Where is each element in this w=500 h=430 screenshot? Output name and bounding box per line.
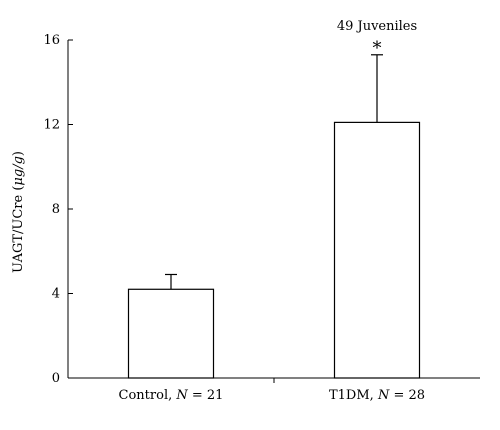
- svg-text:UAGT/UCre (μg/g): UAGT/UCre (μg/g): [11, 151, 26, 273]
- labels: Control, N = 21 T1DM, N = 28 * 49 Juveniles: [119, 19, 425, 403]
- y-tick-label: 12: [43, 118, 60, 133]
- y-tick-label: 8: [52, 202, 60, 217]
- y-tick-label: 0: [52, 371, 60, 386]
- y-tick-label: 16: [43, 33, 60, 48]
- bar: [333, 121, 421, 379]
- group-annotation: 49 Juveniles: [337, 19, 417, 34]
- significance-marker: *: [373, 38, 382, 59]
- x-category-label: T1DM, N = 28: [329, 388, 425, 403]
- y-axis-label: UAGT/UCre (μg/g): [11, 151, 26, 273]
- y-tick-label: 4: [52, 287, 60, 302]
- bars: [127, 54, 421, 379]
- bar: [127, 288, 215, 379]
- x-category-label: Control, N = 21: [119, 388, 224, 403]
